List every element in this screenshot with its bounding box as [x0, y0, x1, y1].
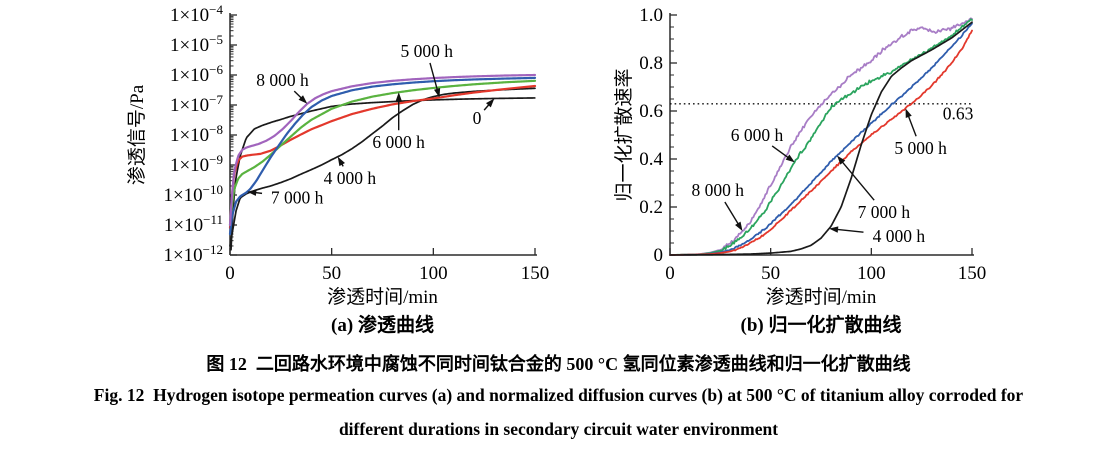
annotation-label: 4 000 h	[324, 168, 377, 188]
y-axis-minor-ticks	[670, 26, 674, 244]
y-axis-title: 归一化扩散速率	[613, 68, 635, 201]
series-line-6000h	[228, 79, 537, 227]
x-tick-label: 0	[225, 263, 235, 284]
y-tick-label: 1×10−5	[170, 32, 223, 56]
x-tick-label: 50	[322, 263, 341, 284]
series-line-8000h	[228, 73, 537, 227]
annotation-label: 0	[473, 108, 482, 128]
annotation-label: 7 000 h	[858, 202, 911, 222]
x-axis-title: 渗透时间/min	[766, 286, 877, 308]
x-tick-label: 150	[958, 263, 987, 284]
annotation-label: 5 000 h	[400, 41, 453, 61]
y-tick-label: 1×10−12	[163, 242, 223, 266]
annotation-7000h: 7 000 h	[247, 187, 324, 207]
annotation-5000h: 5 000 h	[400, 41, 453, 98]
series-line-0	[230, 97, 536, 251]
annotation-0: 0	[473, 98, 495, 128]
x-tick-label: 150	[521, 263, 550, 284]
series-line-7000h	[228, 76, 537, 236]
chart-a: 0 50 100 1501×10−41×10−51×10−61×10−71×10−81…	[126, 2, 549, 336]
x-tick-label: 100	[857, 263, 886, 284]
y-tick-label: 1×10−6	[170, 62, 224, 86]
series-line-4000h	[229, 87, 536, 247]
series-line-6000h	[669, 18, 973, 256]
annotation-5000h: 5 000 h	[894, 108, 947, 158]
annotation-6000h: 6 000 h	[731, 125, 795, 163]
annotation-label: 8 000 h	[256, 70, 309, 90]
x-axis-title: 渗透时间/min	[327, 286, 438, 308]
annotation-8000h: 8 000 h	[691, 180, 744, 231]
y-tick-label: 1×10−4	[170, 2, 224, 26]
annotation-label: 7 000 h	[271, 187, 324, 207]
y-tick-label: 1×10−8	[170, 122, 223, 146]
caption-english-line2: different durations in secondary circuit…	[338, 419, 779, 439]
annotation-label: 6 000 h	[372, 132, 425, 152]
y-tick-label: 1×10−11	[164, 212, 223, 236]
y-axis-ticks: 1×10−4 1×10−5 1×10−6 1×10−7 1×10−8 1×10−9 1×10…	[163, 2, 237, 266]
y-tick-label: 0.6	[639, 101, 663, 122]
x-axis-ticks: 0 50 100 150	[225, 248, 549, 284]
caption-english-line1: Fig. 12 Hydrogen isotope permeation curv…	[93, 385, 1024, 405]
annotation-6000h: 6 000 h	[372, 92, 425, 152]
series-line-4000h	[669, 21, 973, 256]
annotation-4000h: 4 000 h	[829, 226, 925, 246]
y-tick-label: 1.0	[639, 5, 663, 26]
y-axis-title: 渗透信号/Pa	[126, 84, 148, 185]
x-tick-label: 0	[665, 263, 675, 284]
x-axis-ticks: 0 50 100 150	[665, 248, 986, 284]
annotation-4000h: 4 000 h	[324, 156, 377, 188]
y-axis-ticks: 0 0.2 0.4 0.6 0.8 1.0	[639, 5, 677, 266]
annotation-label: 5 000 h	[894, 138, 947, 158]
chart-b: 0 50 100 150 0 0.2 0.4 0.6 0.8 1.0 6 000 h 8 000 h 5…	[613, 5, 986, 336]
y-tick-label: 0.4	[639, 149, 663, 170]
annotation-8000h: 8 000 h	[256, 70, 309, 104]
caption-chinese: 图 12 二回路水环境中腐蚀不同时间钛合金的 500 °C 氢同位素渗透曲线和归…	[206, 354, 911, 374]
annotation-7000h: 7 000 h	[837, 155, 911, 222]
x-tick-label: 100	[419, 263, 448, 284]
y-tick-label: 1×10−10	[163, 182, 223, 206]
y-tick-label: 0	[654, 245, 664, 266]
series-line-5000h	[669, 29, 973, 256]
annotation-label: 0.63	[943, 103, 974, 123]
series-line-8000h	[669, 17, 973, 256]
y-tick-label: 1×10−9	[170, 152, 223, 176]
subplot-title-b: (b) 归一化扩散曲线	[741, 313, 902, 336]
x-tick-label: 50	[761, 263, 780, 284]
y-tick-label: 0.2	[639, 197, 663, 218]
annotation-0.63: 0.63	[943, 103, 974, 123]
y-tick-label: 0.8	[639, 53, 663, 74]
annotation-label: 6 000 h	[731, 125, 784, 145]
y-tick-label: 1×10−7	[170, 92, 224, 116]
charts-canvas: 0 50 100 1501×10−41×10−51×10−61×10−71×10−81…	[126, 2, 986, 336]
annotation-label: 8 000 h	[691, 180, 744, 200]
subplot-title-a: (a) 渗透曲线	[331, 313, 434, 336]
annotation-label: 4 000 h	[873, 226, 926, 246]
